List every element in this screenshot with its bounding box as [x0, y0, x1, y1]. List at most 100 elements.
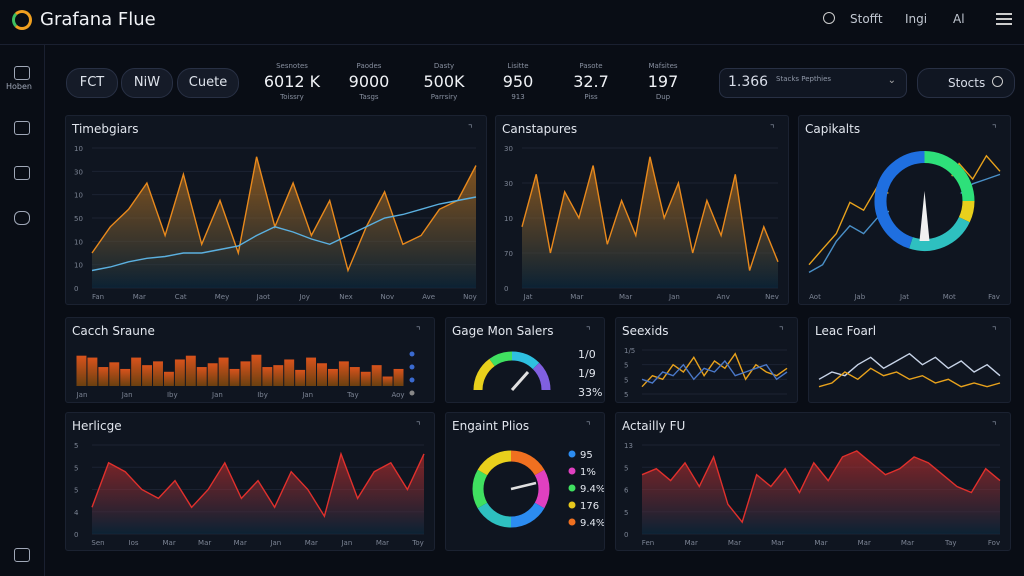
gauge-arc: [511, 351, 540, 370]
panel-svg: Capikalts ⌝ Aot Jab Jat Mot Fav: [805, 122, 1001, 301]
area: [642, 450, 1000, 534]
panel-title: Seexids: [622, 324, 668, 338]
chevron: ⌄: [887, 75, 896, 86]
x-label: Jab: [853, 293, 865, 301]
y-label: 0: [504, 285, 508, 293]
legend-label: 176: [580, 501, 599, 512]
legend-label: 95: [580, 450, 593, 461]
x-label: Nov: [380, 293, 394, 301]
x-label: Aoy: [391, 391, 404, 399]
x-label: Mar: [728, 539, 741, 547]
bar: [371, 365, 382, 386]
y-label: 10: [74, 192, 83, 200]
legend-dot: [568, 484, 576, 492]
nav-icon[interactable]: [14, 166, 30, 180]
x-label: Jaot: [256, 293, 271, 301]
nav-icon[interactable]: [14, 66, 30, 80]
y-label: 5: [624, 362, 628, 370]
area: [92, 453, 424, 534]
x-label: Mar: [858, 539, 871, 547]
stat: Lisitte 950 913: [483, 62, 553, 101]
panel-svg: Timebgiars ⌝ 10 30 10 50 10 10 0 Fan Mar Cat Mey Jaot…: [71, 122, 477, 301]
x-label: Ios: [129, 539, 139, 547]
stat-label: Paodes: [356, 62, 382, 70]
bar: [218, 357, 229, 386]
sidebar: [0, 44, 45, 576]
x-label: Jan: [668, 293, 680, 301]
stat-label: Dasty: [433, 62, 455, 70]
search-icon: [992, 76, 1003, 87]
select[interactable]: 1.366 Stacks Pepthies ⌄: [719, 68, 907, 98]
gauge-arc: [924, 151, 975, 202]
tab[interactable]: Cuete: [177, 68, 239, 98]
search-box[interactable]: Stocts: [917, 68, 1015, 98]
y-label: 10: [74, 238, 83, 246]
x-label: Noy: [463, 293, 477, 301]
y-label: 5: [74, 487, 78, 495]
panel-title: Leac Foarl: [815, 324, 876, 338]
bar: [338, 361, 349, 386]
stat-sub: Parrsiry: [430, 93, 458, 101]
x-label: Nex: [339, 293, 353, 301]
bar: [87, 357, 98, 386]
x-label: Jat: [522, 293, 532, 301]
menu-icon[interactable]: [996, 13, 1012, 25]
panel-title: Timebgiars: [71, 122, 138, 136]
header-link[interactable]: Al: [953, 12, 965, 26]
y-label: 5: [624, 391, 628, 399]
x-label: Toy: [411, 539, 424, 547]
panel: Herlicge ⌝ 5 5 5 4 0 Sen Ios Mar Mar Mar Jan Mar Jan Ma…: [65, 412, 435, 551]
header-link[interactable]: Ingi: [905, 12, 928, 26]
y-label: 10: [74, 145, 83, 153]
app-title: Grafana Flue: [40, 9, 156, 30]
header-link[interactable]: Stofft: [850, 12, 883, 26]
search-icon[interactable]: [823, 12, 835, 24]
x-label: Mar: [771, 539, 784, 547]
y-label: 1/5: [624, 347, 635, 355]
y-label: 5: [624, 376, 628, 384]
stat-label: Lisitte: [507, 62, 529, 70]
stat-sub: 913: [511, 93, 525, 101]
panel-menu: ⌝: [468, 124, 473, 135]
x-label: Jan: [121, 391, 133, 399]
panel: Seexids ⌝ 1/5 5 5 5: [615, 317, 798, 403]
gauge-needle: [919, 191, 930, 241]
x-label: Mar: [685, 539, 698, 547]
gauge-label: 33%: [578, 386, 602, 399]
bar: [327, 368, 338, 386]
bar: [207, 363, 218, 386]
stat: Dasty 500K Parrsiry: [409, 62, 479, 101]
nav-icon[interactable]: [14, 121, 30, 135]
bar: [142, 365, 153, 386]
tab[interactable]: FCT: [66, 68, 118, 98]
x-label: Iby: [167, 391, 178, 399]
bar: [317, 363, 327, 386]
donut-arc: [510, 502, 545, 528]
panel-menu: ⌝: [992, 421, 997, 432]
bar: [284, 359, 295, 386]
stat: Paodes 9000 Tasgs: [334, 62, 404, 101]
tab[interactable]: NiW: [121, 68, 173, 98]
x-label: Cat: [175, 293, 187, 301]
y-label: 50: [74, 215, 83, 223]
x-label: Mar: [376, 539, 389, 547]
bar: [273, 365, 284, 386]
nav-icon[interactable]: [14, 211, 30, 225]
x-label: Joy: [298, 293, 310, 301]
panel-title: Capikalts: [805, 122, 860, 136]
panel-menu: ⌝: [416, 421, 421, 432]
gauge-label: 1/9: [578, 367, 596, 380]
x-label: Fan: [92, 293, 104, 301]
bar: [262, 367, 273, 386]
panel-svg: Cacch Sraune ⌝ Jan Jan Iby Jan Iby Jan Tay Aoy: [72, 324, 421, 399]
legend-label: 9.4%: [580, 484, 604, 495]
x-label: Jat: [899, 293, 909, 301]
y-label: 30: [504, 180, 513, 188]
x-label: Mar: [619, 293, 632, 301]
panel-title: Herlicge: [72, 419, 122, 433]
panel-menu: ⌝: [992, 326, 997, 337]
y-label: 0: [624, 531, 628, 539]
panel: Capikalts ⌝ Aot Jab Jat Mot Fav: [798, 115, 1011, 305]
panel-menu: ⌝: [586, 421, 591, 432]
nav-icon[interactable]: [14, 548, 30, 562]
